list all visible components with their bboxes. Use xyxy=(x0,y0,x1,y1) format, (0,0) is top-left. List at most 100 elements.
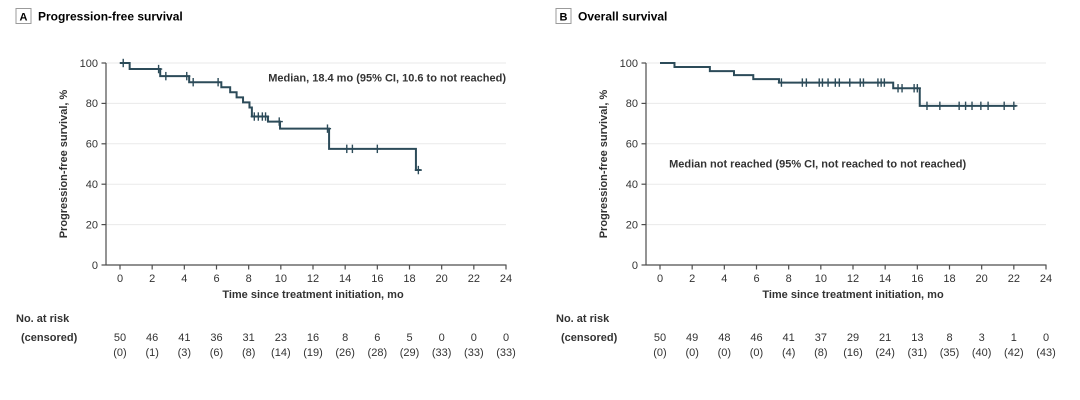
censor-mark xyxy=(261,112,270,121)
censored-count: (28) xyxy=(368,347,388,359)
at-risk-count: 50 xyxy=(114,332,126,344)
y-tick-label: 80 xyxy=(86,98,98,110)
censor-mark xyxy=(936,101,944,111)
at-risk-count: 3 xyxy=(979,332,985,344)
censored-count: (31) xyxy=(908,347,928,359)
x-tick-label: 20 xyxy=(976,273,988,285)
y-tick-label: 80 xyxy=(626,98,638,110)
censor-mark xyxy=(913,84,921,93)
median-annotation: Median not reached (95% CI, not reached … xyxy=(669,159,966,171)
median-annotation: Median, 18.4 mo (95% CI, 10.6 to not rea… xyxy=(268,73,506,85)
x-tick-label: 10 xyxy=(815,273,827,285)
at-risk-count: 8 xyxy=(342,332,348,344)
censored-label: (censored) xyxy=(21,332,78,344)
censored-count: (0) xyxy=(113,347,126,359)
y-axis-label: Progression-free survival, % xyxy=(58,90,70,239)
x-tick-label: 6 xyxy=(753,273,759,285)
y-axis-label: Progression-free survival, % xyxy=(598,90,610,239)
censored-count: (43) xyxy=(1036,347,1056,359)
censor-mark xyxy=(955,101,963,111)
censored-count: (3) xyxy=(178,347,191,359)
x-tick-label: 10 xyxy=(275,273,287,285)
censor-mark xyxy=(977,101,985,111)
censor-mark xyxy=(1010,101,1018,111)
censored-count: (6) xyxy=(210,347,223,359)
panel-a-progression-free-survival: 0 20 40 60 80 100 0 2 4 6 8 10 12 14 16 18 20 22 24 Progres… xyxy=(15,8,516,359)
x-tick-label: 12 xyxy=(307,273,319,285)
at-risk-count: 49 xyxy=(686,332,698,344)
x-tick-label: 4 xyxy=(721,273,727,285)
panel-letter: A xyxy=(20,12,28,24)
km-curve xyxy=(120,62,421,172)
censored-count: (29) xyxy=(400,347,420,359)
x-tick-label: 16 xyxy=(371,273,383,285)
at-risk-count: 36 xyxy=(210,332,222,344)
panel-title: Progression-free survival xyxy=(38,10,183,24)
censor-mark xyxy=(968,101,976,111)
censored-count: (19) xyxy=(303,347,323,359)
censor-mark xyxy=(961,101,970,111)
y-tick-label: 60 xyxy=(626,139,638,151)
at-risk-count: 8 xyxy=(946,332,952,344)
y-tick-label: 20 xyxy=(626,219,638,231)
censor-mark xyxy=(119,58,127,68)
x-tick-label: 24 xyxy=(1040,273,1052,285)
panel-letter: B xyxy=(560,12,568,24)
censor-mark xyxy=(348,144,356,154)
y-tick-label: 0 xyxy=(632,260,638,272)
at-risk-count: 5 xyxy=(406,332,412,344)
y-tick-label: 40 xyxy=(626,179,638,191)
at-risk-count: 0 xyxy=(439,332,445,344)
censor-mark xyxy=(183,71,191,81)
censor-mark xyxy=(275,117,283,126)
censored-count: (33) xyxy=(432,347,452,359)
censor-mark xyxy=(880,78,888,87)
at-risk-count: 13 xyxy=(911,332,923,344)
x-tick-label: 14 xyxy=(879,273,891,285)
at-risk-count: 0 xyxy=(471,332,477,344)
censor-mark xyxy=(846,78,854,87)
censored-label: (censored) xyxy=(561,332,618,344)
censor-mark xyxy=(414,165,422,175)
panel-letter-box xyxy=(15,8,32,24)
x-tick-label: 14 xyxy=(339,273,351,285)
x-tick-label: 18 xyxy=(403,273,415,285)
at-risk-count: 29 xyxy=(847,332,859,344)
censor-mark xyxy=(898,84,906,93)
censored-count: (8) xyxy=(814,347,827,359)
censor-mark xyxy=(162,71,170,81)
panel-b-overall-survival: 0 20 40 60 80 100 0 2 4 6 8 10 12 14 16 18 20 22 24 Progres… xyxy=(540,0,1080,400)
x-tick-label: 8 xyxy=(246,273,252,285)
censor-mark xyxy=(189,77,197,87)
at-risk-count: 41 xyxy=(178,332,190,344)
panel-letter-box xyxy=(555,8,572,24)
at-risk-count: 46 xyxy=(146,332,158,344)
censored-count: (26) xyxy=(335,347,355,359)
censored-count: (8) xyxy=(242,347,255,359)
at-risk-count: 21 xyxy=(879,332,891,344)
censored-count: (4) xyxy=(782,347,795,359)
censored-count: (40) xyxy=(972,347,992,359)
censor-mark xyxy=(1000,101,1008,111)
censor-mark xyxy=(835,78,843,87)
at-risk-count: 41 xyxy=(783,332,795,344)
x-tick-label: 2 xyxy=(149,273,155,285)
censor-mark xyxy=(214,77,222,87)
censor-mark xyxy=(984,101,992,111)
censored-count: (1) xyxy=(145,347,158,359)
censor-mark xyxy=(155,64,163,74)
censored-count: (33) xyxy=(464,347,484,359)
censor-mark xyxy=(323,124,332,133)
x-tick-label: 12 xyxy=(847,273,859,285)
at-risk-count: 16 xyxy=(307,332,319,344)
y-tick-label: 60 xyxy=(86,139,98,151)
panel-title: Overall survival xyxy=(578,10,667,24)
censor-mark xyxy=(373,144,381,154)
censor-mark xyxy=(777,78,786,87)
x-tick-label: 22 xyxy=(468,273,480,285)
censored-count: (0) xyxy=(750,347,763,359)
at-risk-count: 0 xyxy=(1043,332,1049,344)
censor-mark xyxy=(859,78,868,87)
x-tick-label: 6 xyxy=(213,273,219,285)
